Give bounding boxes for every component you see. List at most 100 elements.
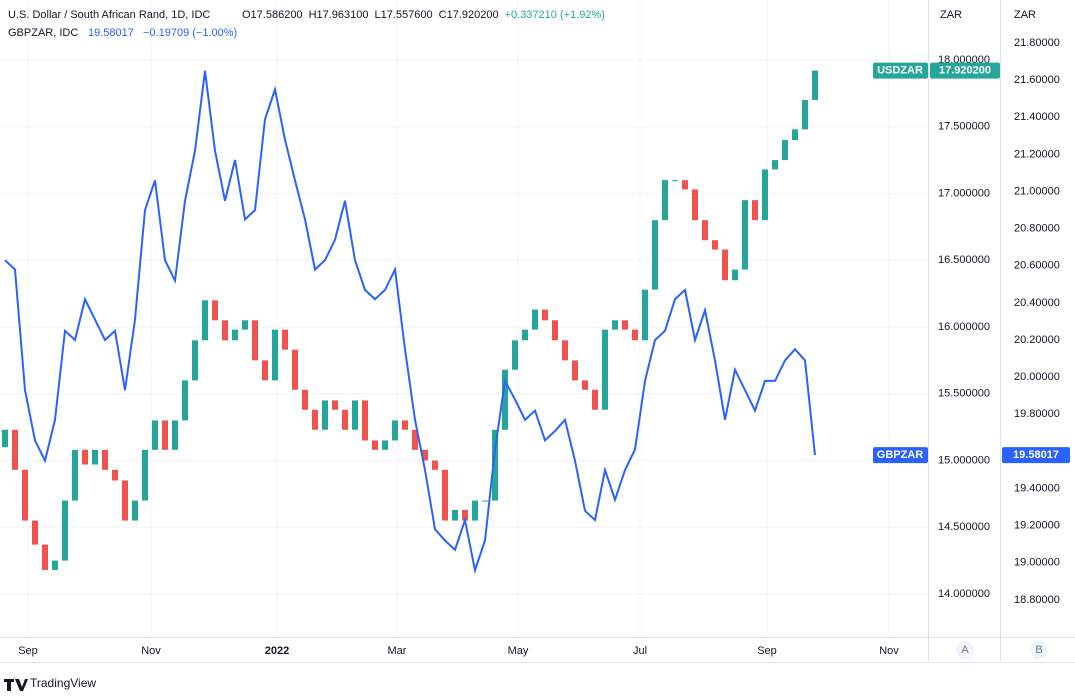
line-series: [4, 70, 816, 575]
candle-body: [2, 429, 8, 448]
x-tick-label: Nov: [141, 645, 161, 657]
candle-body: [422, 449, 428, 461]
candle-body: [552, 320, 558, 341]
legend-change: −0.19709 (−1.00%): [143, 27, 237, 39]
price-badge: [873, 447, 928, 464]
candle-body: [362, 400, 368, 441]
y-tick-label: 17.000000: [938, 187, 990, 199]
candle-body: [522, 329, 528, 341]
candle-body: [662, 180, 668, 221]
candle-body: [162, 420, 168, 450]
y2-tick-label: 19.40000: [1014, 482, 1060, 494]
y-tick-label: 17.500000: [938, 121, 990, 133]
candle-body: [692, 189, 698, 221]
brand-logo: [4, 679, 28, 691]
candle-body: [352, 400, 358, 430]
scale-button[interactable]: [1030, 641, 1048, 659]
candle-body: [382, 440, 388, 450]
y2-tick-label: 19.80000: [1014, 408, 1060, 420]
candle-body: [652, 220, 658, 290]
y2-tick-label: 20.00000: [1014, 371, 1060, 383]
candle-body: [752, 200, 758, 221]
candle-body: [212, 300, 218, 321]
candle-body: [302, 389, 308, 410]
scale-button-label[interactable]: A: [961, 644, 969, 656]
candle-body: [392, 420, 398, 441]
legend-last: 19.58017: [88, 27, 134, 39]
candle-body: [472, 500, 478, 521]
candle-body: [742, 200, 748, 270]
y2-tick-label: 19.00000: [1014, 557, 1060, 569]
price-badge-value: 17.920200: [939, 65, 991, 77]
candle-body: [762, 169, 768, 221]
y2-tick-label: 20.60000: [1014, 260, 1060, 272]
quote-value: H17.963100: [309, 9, 369, 21]
scale-button[interactable]: [956, 641, 974, 659]
y2-tick-label: 21.60000: [1014, 74, 1060, 86]
y2-tick-label: 21.20000: [1014, 148, 1060, 160]
y2-tick-label: 21.80000: [1014, 37, 1060, 49]
candle-body: [562, 340, 568, 361]
price-badge-value: 19.58017: [1013, 449, 1059, 461]
candle-body: [152, 420, 158, 450]
candle-body: [122, 480, 128, 521]
candle-body: [42, 544, 48, 570]
candle-body: [512, 340, 518, 370]
candle-body: [812, 70, 818, 101]
candle-body: [432, 460, 438, 470]
y2-tick-label: 20.20000: [1014, 334, 1060, 346]
candle-body: [142, 449, 148, 501]
candle-body: [732, 269, 738, 281]
candle-body: [252, 320, 258, 361]
y2-tick-label: 18.80000: [1014, 594, 1060, 606]
candle-body: [682, 180, 688, 190]
x-tick-label: 2022: [265, 645, 289, 657]
candle-body: [772, 160, 778, 170]
candle-body: [492, 429, 498, 501]
candle-body: [782, 140, 788, 161]
price-badge-name: USDZAR: [877, 65, 923, 77]
x-tick-label: Sep: [18, 645, 38, 657]
quote-value: L17.557600: [375, 9, 433, 21]
candle-body: [412, 429, 418, 450]
quote-value: +0.337210 (+1.92%): [505, 9, 605, 21]
candle-body: [32, 520, 38, 545]
y-tick-label: 16.000000: [938, 321, 990, 333]
candle-body: [72, 449, 78, 501]
candle-body: [482, 500, 488, 502]
candle-body: [242, 320, 248, 330]
candle-body: [52, 560, 58, 570]
candle-body: [12, 429, 18, 470]
price-badge: [930, 62, 1000, 79]
candle-body: [272, 329, 278, 381]
x-tick-label: Sep: [757, 645, 777, 657]
candle-body: [222, 320, 228, 341]
scale-button-label[interactable]: B: [1035, 644, 1042, 656]
chart-title: U.S. Dollar / South African Rand, 1D, ID…: [8, 9, 210, 21]
price-badge-name: GBPZAR: [877, 449, 924, 461]
candle-body: [262, 360, 268, 381]
candle-body: [462, 509, 468, 521]
axis-unit: ZAR: [940, 9, 962, 21]
candle-body: [672, 180, 678, 182]
axis-unit: ZAR: [1014, 9, 1036, 21]
x-tick-label: Mar: [388, 645, 407, 657]
y-tick-label: 15.000000: [938, 454, 990, 466]
candle-body: [452, 509, 458, 521]
candle-body: [702, 220, 708, 241]
x-tick-label: Jul: [633, 645, 647, 657]
candle-body: [592, 389, 598, 410]
legend-name: GBPZAR, IDC: [8, 27, 78, 39]
candle-body: [622, 320, 628, 330]
candle-body: [612, 320, 618, 330]
y2-tick-label: 19.20000: [1014, 520, 1060, 532]
candle-body: [722, 249, 728, 281]
candle-body: [112, 469, 118, 481]
x-tick-label: Nov: [879, 645, 899, 657]
candle-body: [102, 449, 108, 470]
x-tick-label: May: [508, 645, 529, 657]
candle-body: [602, 329, 608, 410]
price-badge: [873, 62, 928, 79]
y-tick-label: 16.500000: [938, 254, 990, 266]
y2-tick-label: 21.00000: [1014, 185, 1060, 197]
